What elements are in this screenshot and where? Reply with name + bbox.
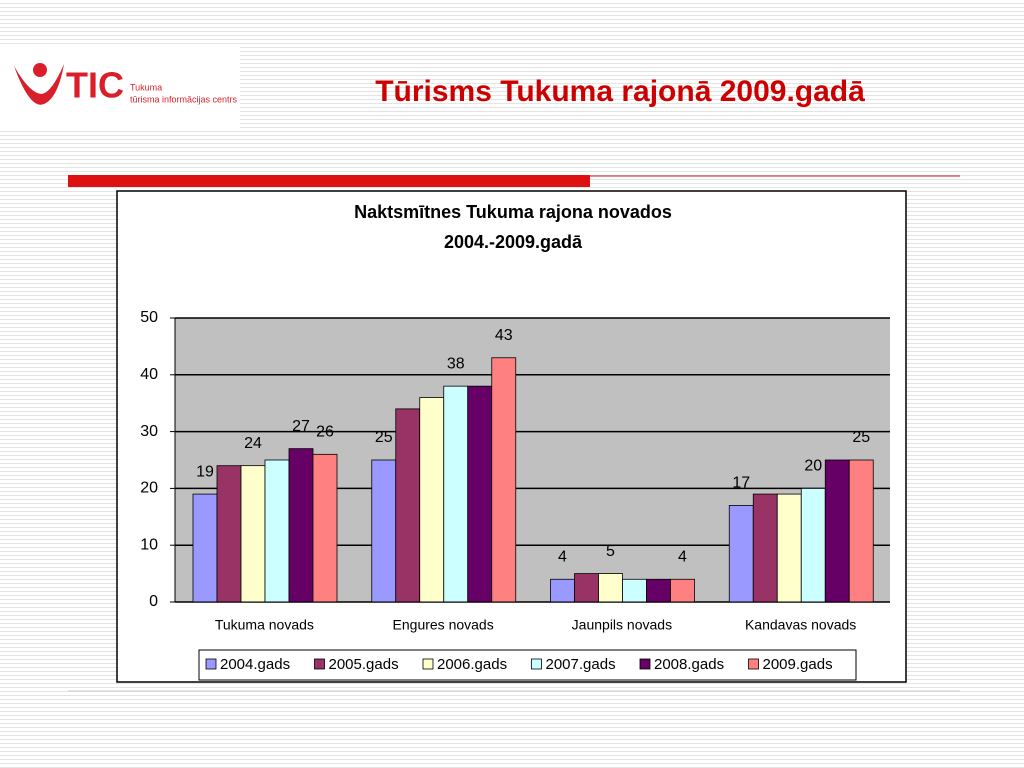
bar	[491, 357, 517, 603]
legend: 2004.gads 2005.gads 2006.gads 2007.gads 2008…	[205, 656, 833, 673]
bar	[622, 578, 647, 603]
plot: 0 10 20 30 40 50 Tukuma novads 19 24 27 26 Engures …	[140, 309, 890, 633]
data-label: 38	[447, 355, 465, 372]
bar	[670, 578, 695, 603]
data-label: 25	[852, 429, 870, 446]
y-tick-label: 50	[140, 309, 158, 326]
bar	[443, 385, 469, 603]
bar	[824, 459, 850, 603]
bar	[419, 397, 445, 603]
data-label: 43	[495, 327, 513, 344]
legend-swatch	[748, 658, 759, 670]
chart-title: 2004.-2009.gadā	[444, 232, 583, 252]
bar	[288, 448, 314, 603]
legend-swatch	[422, 658, 434, 670]
legend-label: 2008.gads	[654, 656, 724, 673]
bar	[264, 459, 290, 603]
x-tick-label: Kandavas novads	[745, 617, 856, 633]
logo-icon	[14, 63, 64, 105]
x-tick-label: Tukuma novads	[215, 617, 314, 633]
bar	[728, 505, 754, 603]
bar	[371, 459, 397, 603]
data-label: 4	[558, 548, 567, 565]
data-label: 27	[292, 418, 310, 435]
data-label: 4	[678, 548, 687, 565]
logo-text: TIC	[66, 65, 124, 106]
slide-title: Tūrisms Tukuma rajonā 2009.gadā	[375, 75, 865, 108]
data-label: 26	[316, 424, 334, 441]
y-tick-label: 0	[149, 593, 158, 610]
x-tick-label: Engures novads	[393, 617, 494, 633]
legend-label: 2004.gads	[220, 656, 290, 673]
bar	[550, 578, 575, 603]
bar	[646, 578, 671, 603]
y-tick-label: 10	[140, 536, 158, 553]
data-label: 24	[244, 435, 262, 452]
bar	[574, 573, 599, 603]
chart-title: Naktsmītnes Tukuma rajona novados	[354, 202, 672, 222]
bar	[800, 487, 826, 603]
bar	[752, 493, 778, 603]
legend-label: 2005.gads	[329, 656, 399, 673]
y-tick-label: 40	[140, 366, 158, 383]
bar	[240, 465, 266, 603]
x-tick-label: Jaunpils novads	[572, 617, 672, 633]
bar	[848, 459, 874, 603]
y-tick-label: 30	[140, 423, 158, 440]
data-label: 5	[606, 543, 615, 560]
legend-box	[198, 649, 857, 681]
data-label: 25	[375, 429, 393, 446]
legend-swatch	[205, 658, 217, 670]
legend-label: 2009.gads	[763, 656, 833, 673]
data-label: 17	[732, 475, 750, 492]
legend-swatch	[314, 658, 325, 670]
data-label: 20	[804, 458, 822, 475]
bar	[395, 408, 421, 603]
bar	[467, 385, 493, 603]
logo-subtitle: tūrisma informācijas centrs	[130, 94, 238, 104]
bar	[312, 453, 338, 603]
bar	[776, 493, 802, 603]
logo-subtitle: Tukuma	[130, 82, 162, 92]
legend-label: 2007.gads	[546, 656, 616, 673]
bar	[216, 465, 242, 603]
legend-label: 2006.gads	[437, 656, 507, 673]
legend-swatch	[639, 658, 651, 670]
y-tick-label: 20	[140, 480, 158, 497]
data-label: 19	[196, 463, 214, 480]
bar	[192, 493, 218, 603]
accent-bar	[68, 175, 590, 187]
legend-swatch	[531, 658, 542, 670]
logo-background	[0, 44, 240, 128]
bar	[598, 573, 623, 603]
